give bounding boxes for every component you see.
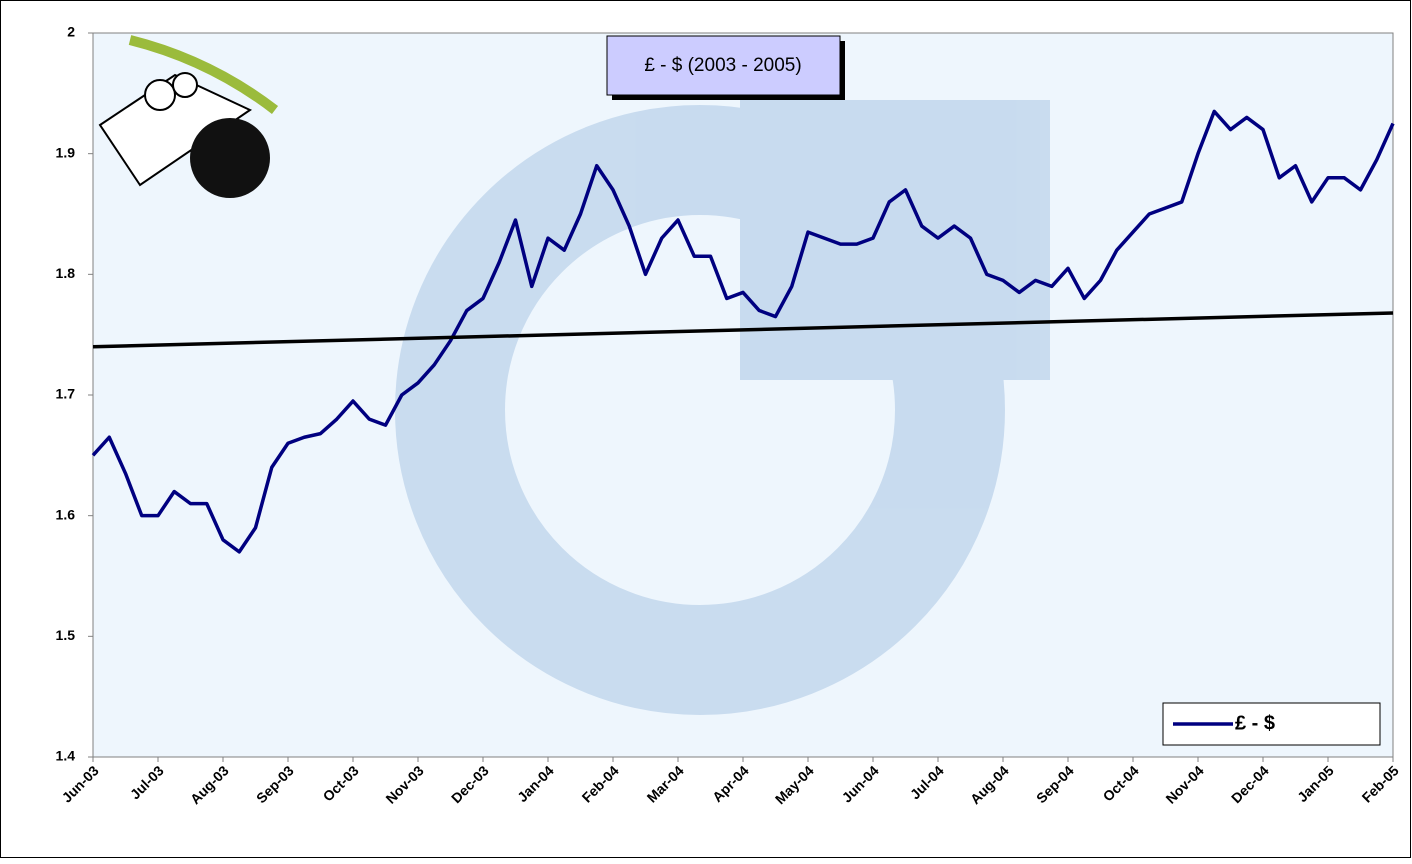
watermark-ring bbox=[395, 105, 1005, 715]
series-line bbox=[91, 109, 1395, 554]
y-tick-label: 1.7 bbox=[56, 386, 76, 402]
icon-coin bbox=[190, 118, 270, 198]
plot-area bbox=[92, 32, 1394, 758]
watermark bbox=[395, 100, 1050, 715]
watermark-block bbox=[740, 100, 1050, 380]
title-box bbox=[606, 35, 841, 96]
y-tick-label: 1.6 bbox=[56, 506, 76, 522]
trend-line bbox=[92, 311, 1394, 349]
y-tick-label: 1.4 bbox=[56, 748, 76, 764]
icon-bubble bbox=[172, 72, 198, 98]
chart-title: £ - $ (2003 - 2005) bbox=[644, 55, 801, 76]
icon-swoosh bbox=[128, 35, 279, 114]
y-tick-label: 1.5 bbox=[56, 627, 76, 643]
legend-label: £ - $ bbox=[1235, 712, 1275, 734]
y-tick-label: 2 bbox=[67, 24, 75, 40]
icon bbox=[98, 35, 279, 198]
icon-bubble bbox=[144, 79, 176, 111]
y-tick-label: 1.8 bbox=[56, 265, 76, 281]
y-tick-label: 1.9 bbox=[56, 144, 76, 160]
